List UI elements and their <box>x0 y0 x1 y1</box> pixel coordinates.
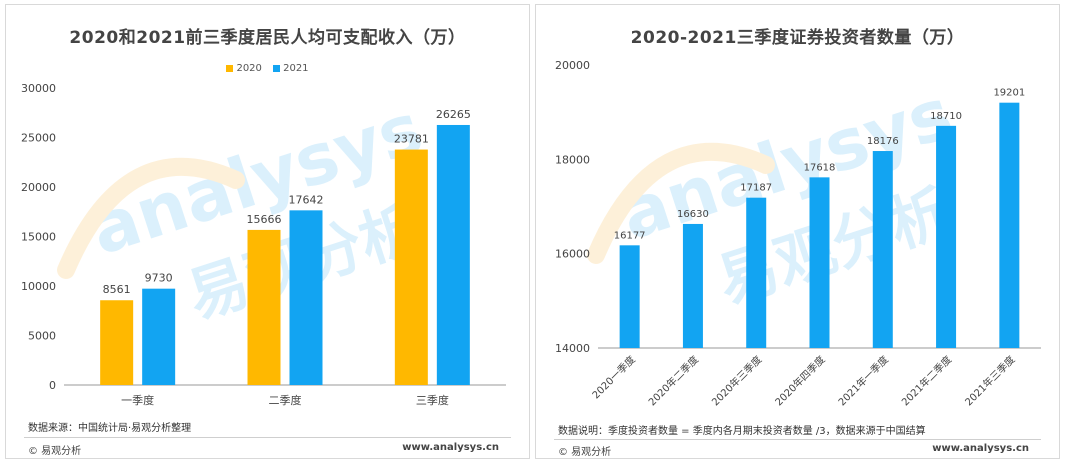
footer-brand: © 易观分析 <box>558 447 612 458</box>
y-tick-label: 16000 <box>555 248 590 261</box>
footer-url: www.analysys.cn <box>402 442 499 453</box>
x-tick-label: 三季度 <box>416 393 449 407</box>
bar-quarter-4 <box>809 177 830 348</box>
y-tick-label: 20000 <box>555 59 590 72</box>
footer-divider <box>24 437 511 438</box>
legend-label-2021: 2021 <box>283 63 309 74</box>
x-tick-label: 2020年二季度 <box>646 353 701 408</box>
footer-divider <box>554 439 1041 440</box>
data-label: 23781 <box>394 133 429 146</box>
watermark-swoosh <box>57 157 245 279</box>
bar-quarter-3 <box>746 197 767 348</box>
income-chart-panel: 2020和2021前三季度居民人均可支配收入（万） 2020 2021 anal… <box>5 4 530 459</box>
data-label: 17642 <box>289 193 324 206</box>
legend-label-2020: 2020 <box>236 63 262 74</box>
footer-url: www.analysys.cn <box>932 443 1029 454</box>
investor-source-note: 数据说明：季度投资者数量 = 季度内各月期末投资者数量 /3，数据来源于中国结算 <box>558 426 926 437</box>
y-tick-label: 20000 <box>21 181 56 194</box>
data-label: 16630 <box>677 209 709 220</box>
income-bar-chart: analysys易观分析0500010000150002000025000300… <box>21 82 506 407</box>
data-label: 9730 <box>145 272 173 285</box>
investor-chart-panel: 2020-2021三季度证券投资者数量（万） analysys 易观分析 14000… <box>535 4 1060 459</box>
bar-quarter-7 <box>999 102 1020 349</box>
x-tick-label: 2020年三季度 <box>709 353 764 408</box>
income-source-note: 数据来源：中国统计局·易观分析整理 <box>28 423 192 434</box>
bar-quarter-6 <box>936 125 957 348</box>
legend-item-2021: 2021 <box>273 63 309 74</box>
income-chart-legend: 2020 2021 <box>6 63 529 74</box>
y-tick-label: 18000 <box>555 153 590 166</box>
data-label: 18176 <box>867 136 899 147</box>
y-tick-label: 14000 <box>555 342 590 355</box>
bar-2020-2 <box>247 229 281 385</box>
x-tick-label: 二季度 <box>269 393 302 407</box>
data-label: 17187 <box>740 183 772 194</box>
data-label: 15666 <box>247 213 282 226</box>
data-label: 26265 <box>436 108 471 121</box>
legend-item-2020: 2020 <box>226 63 262 74</box>
y-tick-label: 30000 <box>21 82 56 95</box>
bar-2021-1 <box>142 288 176 385</box>
income-chart-title: 2020和2021前三季度居民人均可支配收入（万） <box>69 28 466 48</box>
data-label: 19201 <box>993 88 1025 99</box>
x-tick-label: 2021年二季度 <box>899 353 954 408</box>
bar-quarter-2 <box>682 223 703 348</box>
y-tick-label: 0 <box>49 379 56 392</box>
bar-2020-1 <box>100 300 134 385</box>
bar-2020-3 <box>394 149 428 385</box>
data-label: 17618 <box>804 162 836 173</box>
y-tick-label: 25000 <box>21 132 56 145</box>
x-tick-label: 2020一季度 <box>589 353 637 401</box>
x-tick-label: 2021年一季度 <box>835 353 890 408</box>
data-label: 16177 <box>614 230 646 241</box>
footer-brand: © 易观分析 <box>28 446 82 457</box>
bar-quarter-5 <box>872 151 893 348</box>
legend-swatch-2021 <box>273 64 281 72</box>
y-tick-label: 15000 <box>21 231 56 244</box>
y-tick-label: 5000 <box>28 330 56 343</box>
bar-2021-2 <box>289 210 323 385</box>
y-tick-label: 10000 <box>21 280 56 293</box>
investor-chart-title: 2020-2021三季度证券投资者数量（万） <box>630 28 965 48</box>
data-label: 18710 <box>930 111 962 122</box>
bar-quarter-1 <box>619 245 640 348</box>
x-tick-label: 2021年三季度 <box>962 353 1017 408</box>
data-label: 8561 <box>103 283 131 296</box>
x-tick-label: 一季度 <box>121 393 154 407</box>
watermark-swoosh <box>587 142 775 264</box>
x-tick-label: 2020年四季度 <box>772 353 827 408</box>
legend-swatch-2020 <box>226 64 234 72</box>
bar-2021-3 <box>436 124 470 385</box>
